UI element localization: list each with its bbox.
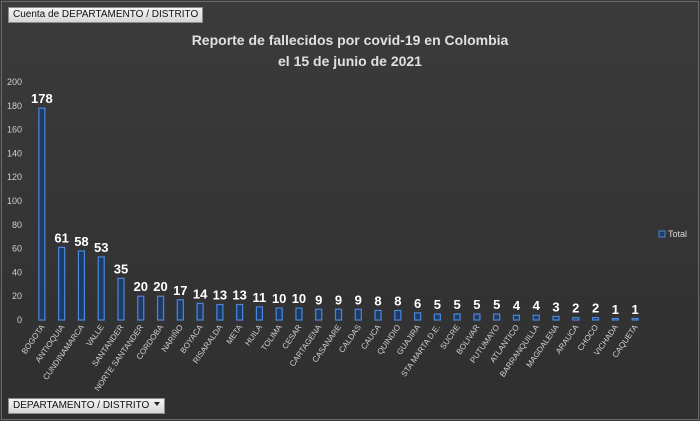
- dropdown-arrow-icon: [154, 402, 161, 407]
- data-label: 5: [493, 297, 500, 312]
- bar[interactable]: [473, 313, 481, 321]
- data-label: 1: [631, 302, 638, 317]
- data-label: 4: [533, 298, 541, 313]
- y-tick-label: 0: [17, 315, 22, 325]
- data-label: 2: [572, 301, 579, 316]
- bar[interactable]: [572, 317, 580, 321]
- data-label: 8: [394, 293, 401, 308]
- bar[interactable]: [354, 308, 362, 321]
- bar[interactable]: [631, 317, 639, 321]
- bar[interactable]: [552, 315, 560, 321]
- legend: Total: [658, 229, 687, 239]
- data-label: 9: [335, 292, 342, 307]
- bar[interactable]: [236, 303, 244, 321]
- bar[interactable]: [97, 256, 105, 321]
- chart-subtitle: el 15 de junio de 2021: [278, 53, 422, 69]
- bar[interactable]: [453, 313, 461, 321]
- y-tick-label: 100: [7, 196, 22, 206]
- axis-field-filter-button[interactable]: DEPARTAMENTO / DISTRITO: [8, 398, 166, 414]
- data-label: 17: [173, 283, 187, 298]
- y-tick-label: 120: [7, 172, 22, 182]
- data-label: 3: [552, 299, 559, 314]
- legend-label-total: Total: [668, 229, 687, 239]
- data-label: 6: [414, 296, 421, 311]
- bar[interactable]: [176, 299, 184, 321]
- bar[interactable]: [433, 313, 441, 321]
- y-tick-label: 160: [7, 125, 22, 135]
- data-label: 9: [355, 292, 362, 307]
- data-label: 10: [272, 291, 286, 306]
- bar[interactable]: [77, 250, 86, 321]
- bar[interactable]: [255, 306, 264, 321]
- chart-title: Reporte de fallecidos por covid-19 en Co…: [192, 32, 509, 48]
- bar[interactable]: [413, 312, 422, 321]
- legend-swatch-total: [658, 230, 666, 238]
- bar[interactable]: [532, 314, 540, 321]
- bar[interactable]: [394, 309, 402, 321]
- data-label: 13: [232, 288, 246, 303]
- bar[interactable]: [117, 277, 125, 321]
- y-tick-label: 140: [7, 148, 22, 158]
- bar[interactable]: [493, 313, 501, 321]
- data-label: 5: [454, 297, 461, 312]
- data-label: 4: [513, 298, 521, 313]
- y-tick-label: 80: [12, 220, 22, 230]
- data-label: 8: [374, 293, 381, 308]
- bar[interactable]: [58, 246, 66, 321]
- bar[interactable]: [275, 307, 283, 321]
- bar[interactable]: [216, 303, 224, 321]
- axis-field-label: DEPARTAMENTO / DISTRITO: [13, 400, 150, 411]
- y-tick-label: 40: [12, 267, 22, 277]
- bar[interactable]: [38, 107, 46, 321]
- data-label: 5: [473, 297, 480, 312]
- data-label: 61: [54, 230, 68, 245]
- x-tick-label: TOLIMA: [259, 322, 284, 352]
- bar[interactable]: [137, 295, 145, 321]
- value-field-button[interactable]: Cuenta de DEPARTAMENTO / DISTRITO: [8, 7, 204, 23]
- y-tick-label: 60: [12, 244, 22, 254]
- y-tick-label: 180: [7, 101, 22, 111]
- data-label: 11: [253, 290, 267, 305]
- data-label: 58: [74, 234, 88, 249]
- bar[interactable]: [591, 317, 600, 321]
- data-label: 53: [94, 240, 108, 255]
- data-label: 5: [434, 297, 441, 312]
- data-label: 10: [292, 291, 306, 306]
- bar[interactable]: [196, 302, 204, 321]
- bar[interactable]: [315, 308, 323, 321]
- data-label: 2: [592, 301, 599, 316]
- bar[interactable]: [156, 295, 165, 321]
- data-label: 20: [134, 279, 148, 294]
- data-label: 14: [193, 286, 208, 301]
- bar[interactable]: [512, 314, 521, 321]
- data-label: 13: [213, 288, 227, 303]
- bar[interactable]: [295, 307, 303, 321]
- y-tick-label: 20: [12, 291, 22, 301]
- x-tick-label: META: [224, 322, 244, 345]
- bar[interactable]: [374, 309, 382, 321]
- y-tick-label: 200: [7, 77, 22, 87]
- bar[interactable]: [611, 317, 619, 321]
- data-label: 9: [315, 292, 322, 307]
- data-label: 178: [31, 91, 53, 106]
- data-label: 1: [612, 302, 619, 317]
- bar[interactable]: [334, 308, 343, 321]
- data-label: 35: [114, 261, 128, 276]
- data-label: 20: [153, 279, 167, 294]
